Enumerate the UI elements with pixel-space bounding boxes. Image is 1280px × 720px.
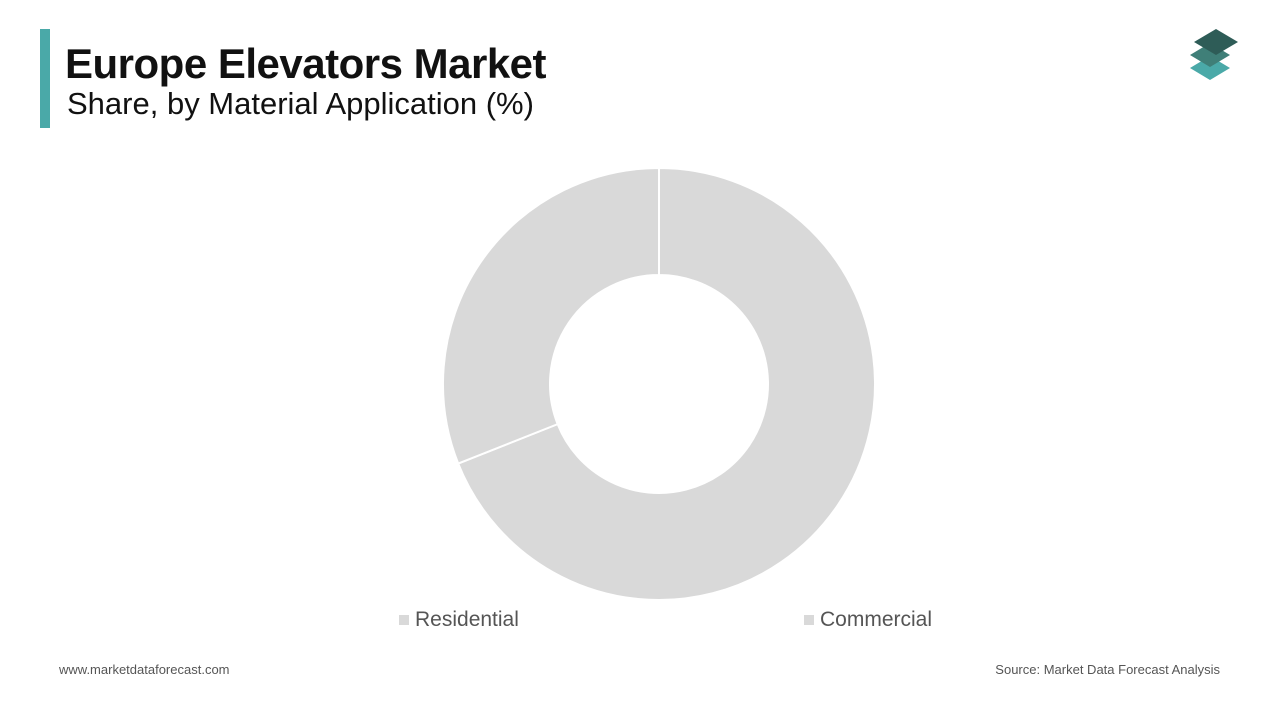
stacked-layers-logo-icon [1190,29,1238,80]
legend-label-commercial: Commercial [820,608,933,631]
legend-item-commercial: Commercial [804,607,932,633]
chart-title: Europe Elevators Market [65,40,547,87]
donut-slice-residential [442,166,660,465]
legend-item-residential: Residential [399,607,519,633]
chart-subtitle: Share, by Material Application (%) [67,86,534,121]
source-note: Source: Market Data Forecast Analysis [995,662,1220,677]
title-accent-bar [40,29,50,128]
legend-swatch-residential [399,615,409,625]
donut-slice-commercial [456,166,876,601]
website-link[interactable]: www.marketdataforecast.com [59,662,230,677]
legend-swatch-commercial [804,615,814,625]
legend-label-residential: Residential [415,608,519,631]
